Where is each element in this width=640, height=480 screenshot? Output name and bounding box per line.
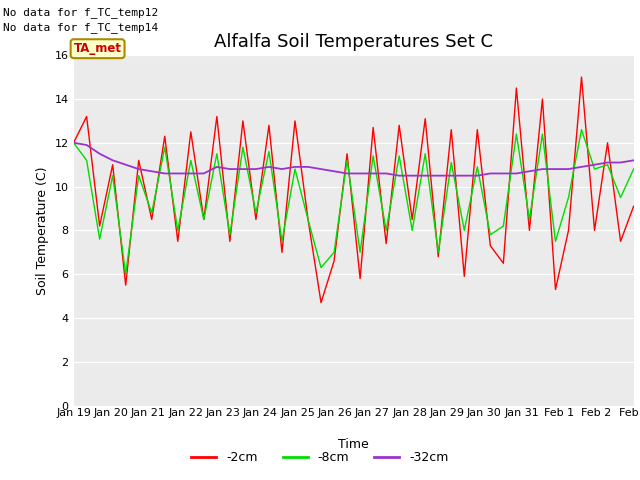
Title: Alfalfa Soil Temperatures Set C: Alfalfa Soil Temperatures Set C bbox=[214, 33, 493, 51]
Y-axis label: Soil Temperature (C): Soil Temperature (C) bbox=[36, 166, 49, 295]
Text: No data for f_TC_temp12: No data for f_TC_temp12 bbox=[3, 7, 159, 18]
Text: No data for f_TC_temp14: No data for f_TC_temp14 bbox=[3, 22, 159, 33]
Text: TA_met: TA_met bbox=[74, 42, 122, 55]
Legend: -2cm, -8cm, -32cm: -2cm, -8cm, -32cm bbox=[186, 446, 454, 469]
X-axis label: Time: Time bbox=[338, 438, 369, 451]
